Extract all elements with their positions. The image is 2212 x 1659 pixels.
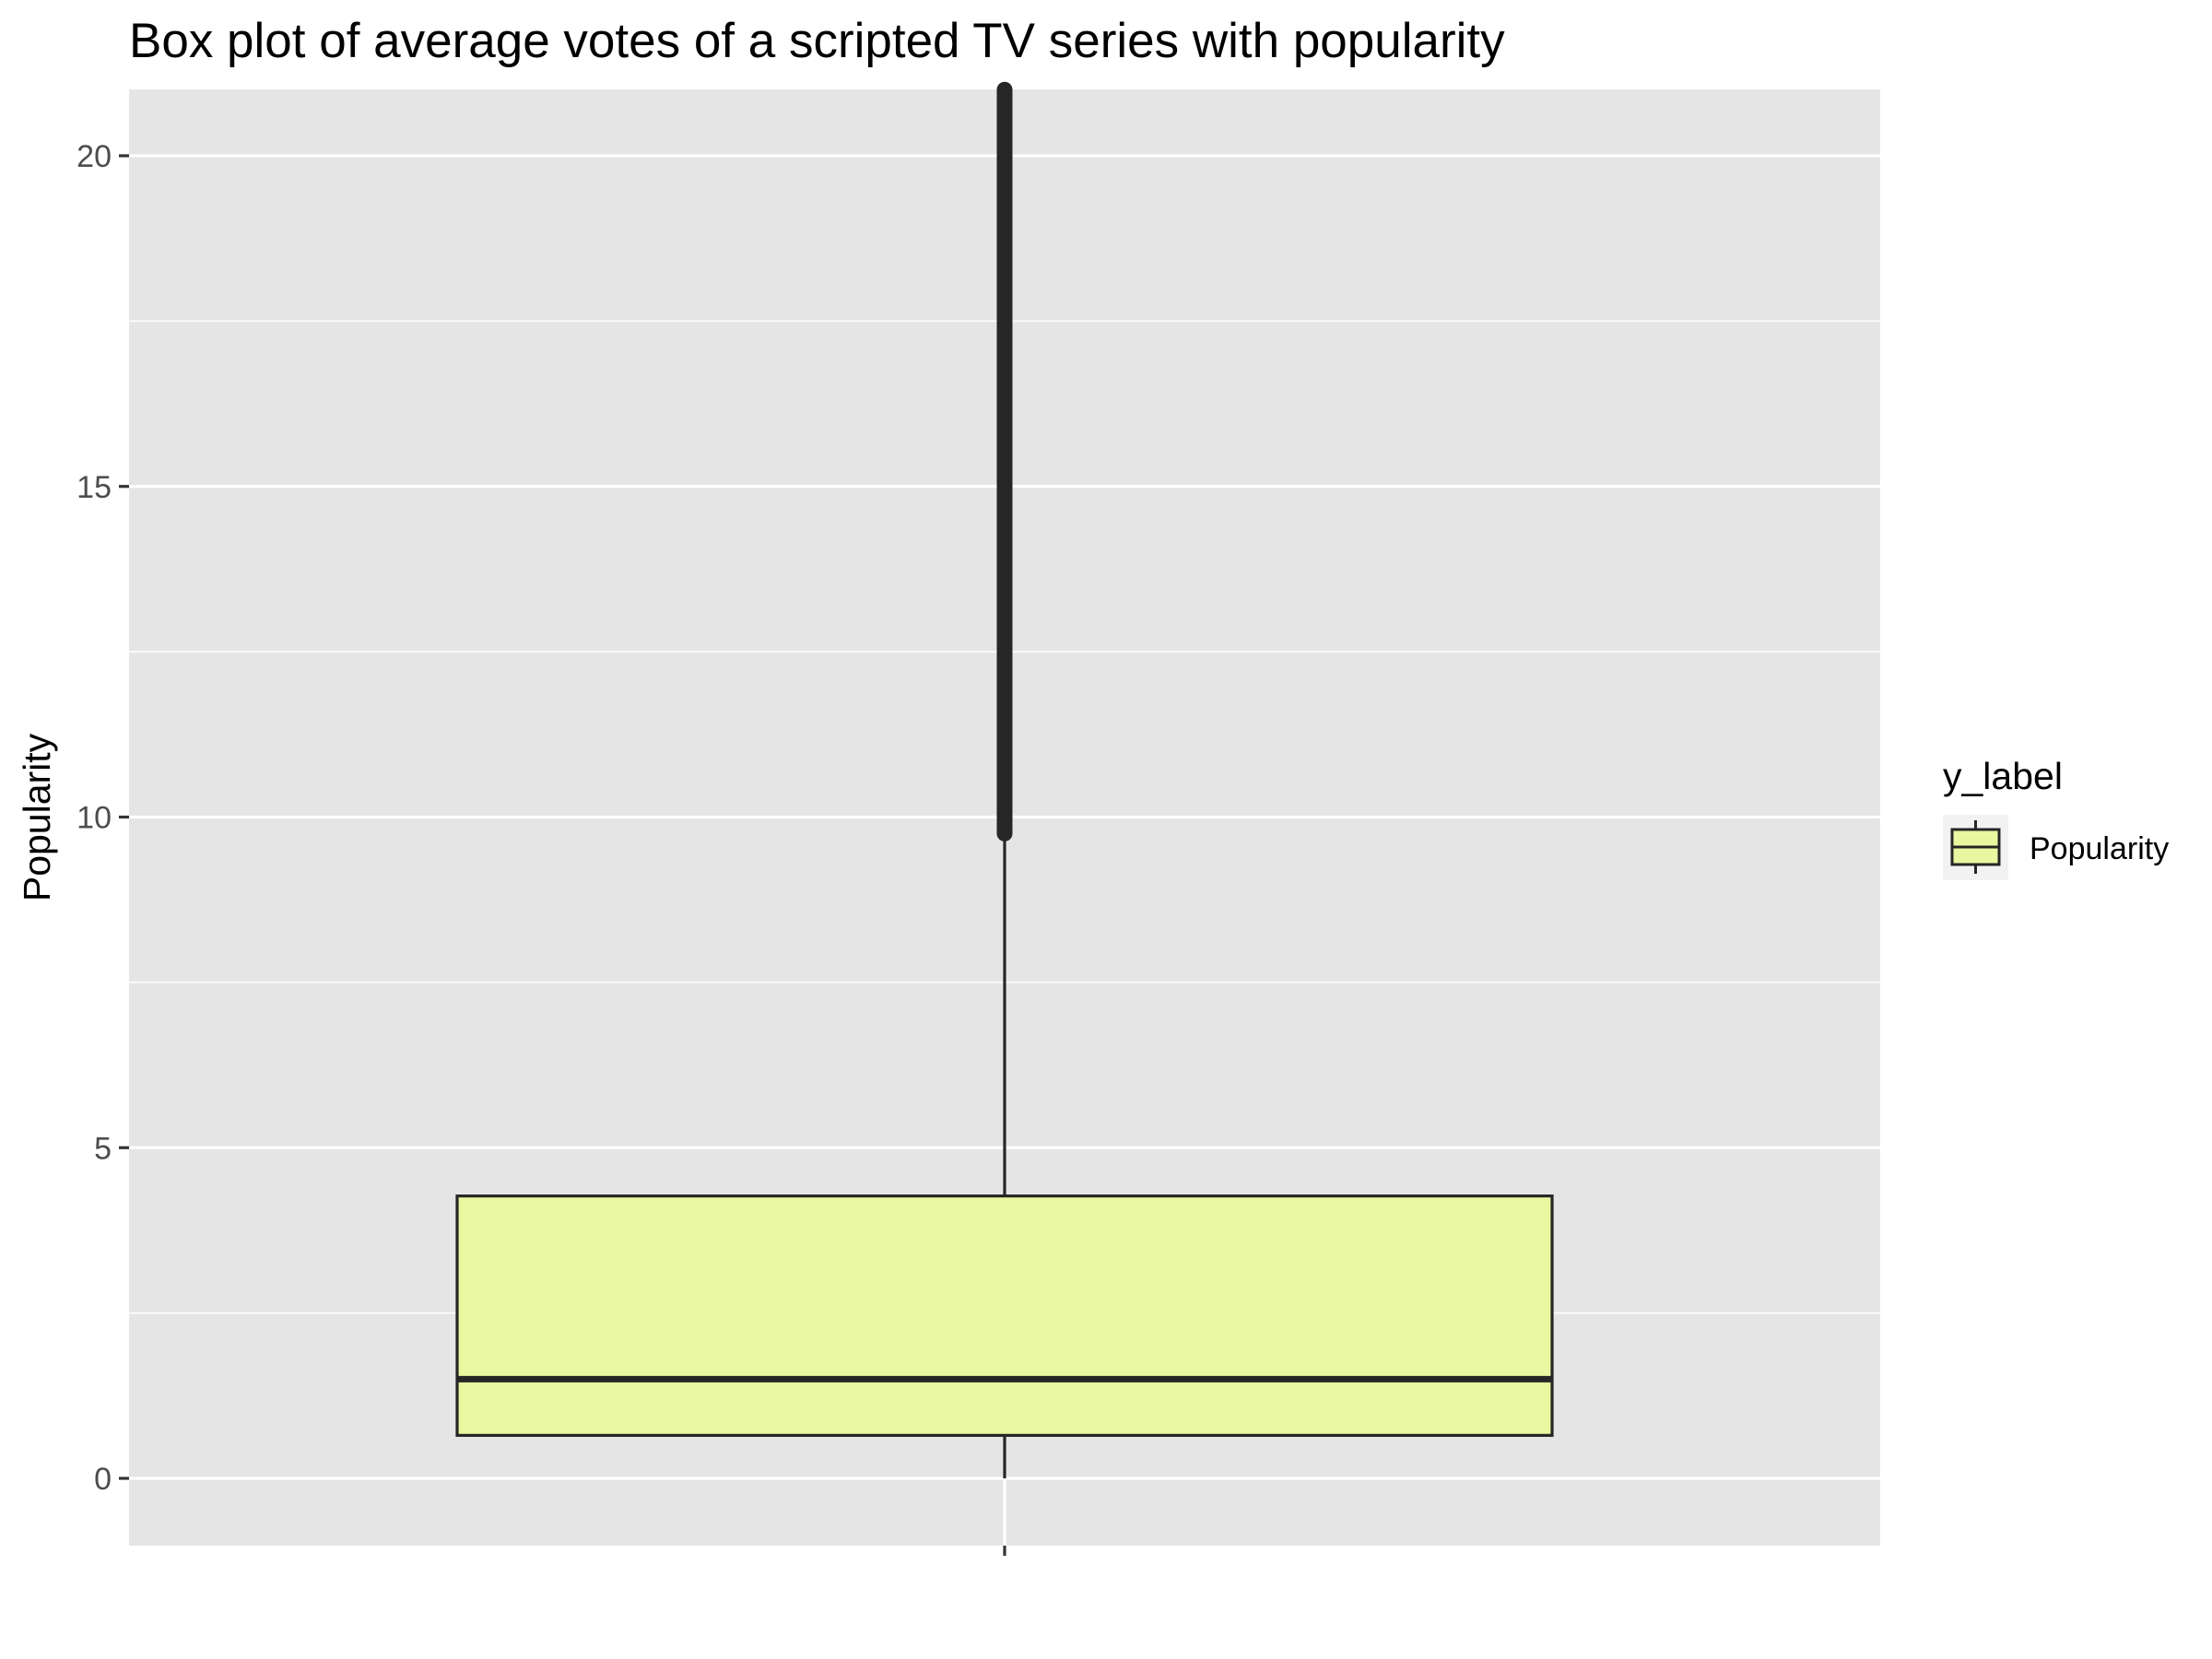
y-tick-label: 10 xyxy=(76,801,112,836)
y-tick-label: 0 xyxy=(94,1462,112,1497)
y-tick-label: 20 xyxy=(76,139,112,174)
box-series xyxy=(455,81,1554,1478)
y-tick-label: 5 xyxy=(94,1131,112,1166)
legend-label-popularity: Popularity xyxy=(2030,831,2169,866)
y-tick-label: 15 xyxy=(76,470,112,505)
legend: y_label Popularity xyxy=(1943,755,2169,880)
y-axis-title: Popularity xyxy=(16,733,58,901)
chart-title: Box plot of average votes of a scripted … xyxy=(129,14,1505,68)
y-axis: 0 5 10 15 20 xyxy=(76,139,129,1497)
legend-title: y_label xyxy=(1943,755,2063,797)
iqr-box xyxy=(455,1194,1554,1437)
